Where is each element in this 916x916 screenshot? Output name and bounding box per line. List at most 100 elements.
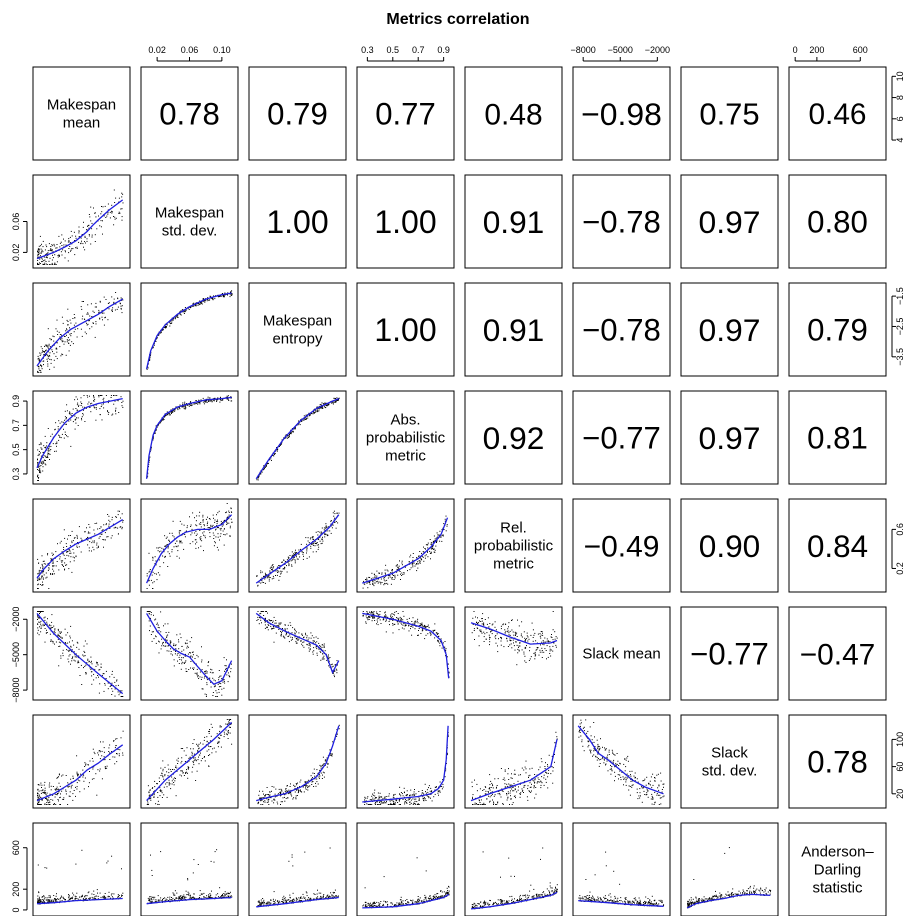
data-point xyxy=(206,672,208,674)
data-point xyxy=(70,250,71,252)
data-point xyxy=(181,775,182,777)
data-point xyxy=(399,794,401,796)
data-point xyxy=(37,619,38,620)
data-point xyxy=(401,627,403,629)
data-point xyxy=(318,544,319,546)
data-point xyxy=(194,758,196,760)
data-point xyxy=(394,611,396,613)
data-point xyxy=(43,574,45,576)
data-point xyxy=(209,746,211,748)
data-point xyxy=(208,518,210,519)
panel-r0-c3: 0.77 xyxy=(356,66,455,161)
data-point xyxy=(203,298,205,300)
data-point xyxy=(304,781,306,783)
data-point xyxy=(147,367,149,369)
data-point xyxy=(195,543,196,545)
data-point xyxy=(260,473,262,474)
data-point xyxy=(158,334,160,336)
data-point xyxy=(118,694,120,696)
data-point xyxy=(315,409,317,411)
data-point xyxy=(336,735,338,737)
data-point xyxy=(60,804,61,805)
data-point xyxy=(321,542,323,544)
data-point xyxy=(175,406,177,408)
data-point xyxy=(484,633,486,635)
data-point xyxy=(368,576,370,578)
data-point xyxy=(388,795,390,797)
data-point xyxy=(115,407,117,409)
data-point xyxy=(206,750,208,752)
data-point xyxy=(321,538,323,540)
data-point xyxy=(416,563,417,564)
data-point xyxy=(511,620,512,621)
data-point xyxy=(44,435,46,437)
data-point xyxy=(269,571,271,573)
data-point xyxy=(504,632,506,634)
data-point xyxy=(88,660,90,662)
data-point xyxy=(173,644,175,646)
data-point xyxy=(83,645,85,647)
data-point xyxy=(95,216,97,218)
data-point xyxy=(385,614,387,616)
data-point xyxy=(211,401,213,403)
data-point xyxy=(271,627,273,629)
data-point xyxy=(281,633,282,635)
data-point xyxy=(209,671,211,673)
smoother-line xyxy=(146,514,233,584)
data-point xyxy=(183,750,185,752)
data-point xyxy=(88,320,90,322)
data-point xyxy=(202,532,204,534)
data-point xyxy=(179,774,181,776)
data-point xyxy=(42,350,44,352)
data-point xyxy=(429,550,431,552)
data-point xyxy=(322,540,324,542)
data-point xyxy=(309,645,311,647)
data-point xyxy=(87,659,89,661)
data-point xyxy=(72,799,74,801)
data-point xyxy=(46,353,48,355)
data-point xyxy=(285,793,287,795)
data-point xyxy=(280,801,282,803)
data-point xyxy=(200,523,202,525)
data-point xyxy=(66,554,68,556)
data-point xyxy=(98,669,100,671)
data-point xyxy=(40,346,42,348)
data-point xyxy=(222,293,223,294)
data-point xyxy=(158,424,160,425)
data-point xyxy=(296,795,298,796)
data-point xyxy=(185,771,187,773)
data-point xyxy=(181,523,183,525)
data-point xyxy=(67,321,69,322)
data-point xyxy=(220,726,222,728)
data-point xyxy=(72,777,74,779)
data-point xyxy=(316,781,318,783)
data-point xyxy=(554,638,556,640)
data-point xyxy=(159,781,160,782)
data-point xyxy=(64,434,66,435)
data-point xyxy=(51,250,53,252)
data-point xyxy=(523,651,525,653)
data-point xyxy=(43,791,45,793)
data-point xyxy=(427,551,428,553)
data-point xyxy=(259,790,260,792)
data-point xyxy=(374,797,376,799)
data-point xyxy=(38,621,40,623)
data-point xyxy=(49,804,51,805)
data-point xyxy=(299,786,300,788)
data-point xyxy=(308,644,310,646)
data-point xyxy=(206,300,208,302)
data-point xyxy=(212,298,214,300)
panel-frame xyxy=(32,606,131,701)
data-point xyxy=(40,443,42,445)
data-point xyxy=(204,736,206,738)
data-point xyxy=(69,561,71,563)
data-point xyxy=(479,620,480,622)
data-point xyxy=(314,541,316,543)
data-point xyxy=(89,771,90,772)
data-point xyxy=(305,785,307,787)
data-point xyxy=(289,792,291,794)
panel-r5-c2 xyxy=(248,606,347,701)
data-point xyxy=(322,406,324,408)
data-point xyxy=(448,671,450,673)
data-point xyxy=(98,395,100,396)
